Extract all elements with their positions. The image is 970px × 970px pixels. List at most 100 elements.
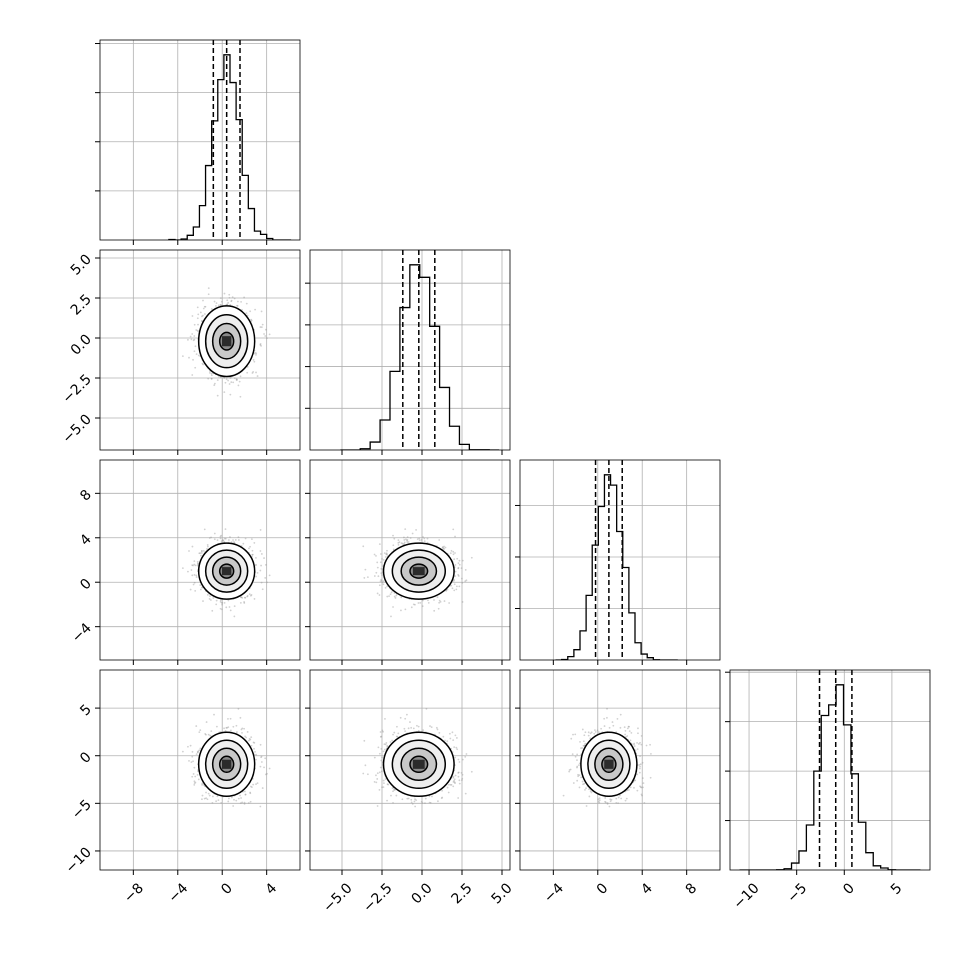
scatter-point — [200, 552, 203, 554]
scatter-point — [256, 571, 259, 574]
scatter-point — [264, 335, 267, 337]
scatter-point — [196, 563, 199, 566]
histogram-0 — [168, 54, 292, 240]
scatter-point — [406, 539, 408, 542]
panel-2-1 — [305, 459, 511, 665]
scatter-point — [222, 539, 225, 542]
scatter-point — [210, 536, 212, 539]
scatter-point — [255, 352, 258, 355]
scatter-point — [196, 751, 199, 753]
scatter-point — [204, 305, 207, 308]
scatter-point — [187, 338, 189, 341]
scatter-point — [366, 576, 369, 579]
scatter-point — [381, 574, 383, 576]
scatter-point — [246, 595, 249, 598]
scatter-point — [225, 726, 228, 729]
density-2-0 — [181, 528, 271, 618]
scatter-point — [416, 538, 419, 541]
scatter-point — [210, 377, 213, 380]
scatter-point — [230, 300, 233, 303]
scatter-point — [452, 550, 455, 553]
scatter-point — [224, 381, 227, 384]
scatter-point — [210, 374, 213, 377]
scatter-point — [465, 579, 468, 582]
scatter-point — [443, 547, 446, 550]
scatter-point — [259, 529, 262, 531]
scatter-point — [421, 605, 424, 608]
scatter-point — [181, 355, 184, 358]
scatter-point — [209, 599, 212, 601]
scatter-point — [441, 546, 444, 549]
scatter-point — [393, 595, 396, 598]
scatter-point — [211, 801, 214, 804]
scatter-point — [443, 600, 446, 602]
scatter-point — [259, 569, 262, 572]
scatter-point — [199, 552, 202, 555]
scatter-point — [188, 550, 190, 552]
scatter-point — [189, 335, 192, 338]
scatter-point — [378, 543, 381, 545]
scatter-point — [236, 300, 239, 303]
scatter-point — [225, 606, 228, 609]
scatter-point — [245, 302, 248, 305]
scatter-point — [444, 546, 447, 549]
scatter-point — [411, 532, 414, 535]
scatter-point — [233, 541, 235, 543]
scatter-point — [220, 608, 223, 611]
scatter-point — [194, 564, 197, 567]
scatter-point — [192, 564, 194, 567]
scatter-point — [461, 559, 464, 562]
scatter-point — [202, 600, 204, 602]
scatter-point — [191, 333, 194, 335]
scatter-point — [261, 323, 264, 326]
scatter-point — [392, 534, 394, 537]
scatter-point — [455, 585, 458, 588]
scatter-point — [441, 546, 444, 549]
scatter-point — [203, 313, 206, 315]
scatter-point — [215, 599, 218, 602]
scatter-point — [400, 542, 403, 545]
scatter-point — [210, 372, 213, 375]
scatter-point — [245, 312, 248, 314]
scatter-point — [193, 350, 196, 353]
scatter-point — [255, 371, 257, 374]
scatter-point — [446, 588, 449, 591]
scatter-point — [213, 532, 216, 535]
scatter-point — [253, 598, 256, 600]
scatter-point — [263, 557, 265, 559]
scatter-point — [239, 395, 242, 398]
scatter-point — [433, 609, 436, 612]
y-tick-label: −5 — [69, 797, 95, 823]
scatter-point — [453, 579, 455, 581]
scatter-point — [228, 296, 231, 299]
scatter-point — [443, 545, 445, 548]
scatter-point — [385, 552, 388, 555]
scatter-point — [243, 601, 246, 603]
scatter-point — [457, 575, 460, 577]
scatter-point — [379, 561, 382, 564]
scatter-point — [225, 378, 228, 381]
scatter-point — [191, 564, 194, 566]
scatter-point — [219, 535, 222, 538]
scatter-point — [236, 304, 239, 307]
scatter-point — [188, 759, 190, 762]
scatter-point — [266, 337, 268, 340]
scatter-point — [243, 596, 246, 599]
scatter-point — [423, 540, 426, 543]
scatter-point — [222, 539, 224, 542]
scatter-point — [460, 567, 463, 570]
scatter-point — [196, 751, 199, 754]
scatter-point — [246, 595, 249, 597]
scatter-point — [208, 598, 211, 600]
scatter-point — [439, 600, 442, 603]
scatter-point — [246, 371, 249, 374]
scatter-point — [196, 773, 199, 776]
scatter-point — [200, 320, 203, 322]
scatter-point — [196, 329, 199, 332]
scatter-point — [246, 365, 249, 368]
scatter-point — [194, 589, 197, 592]
scatter-point — [220, 601, 223, 604]
panel-frame — [99, 39, 301, 241]
scatter-point — [406, 536, 409, 539]
